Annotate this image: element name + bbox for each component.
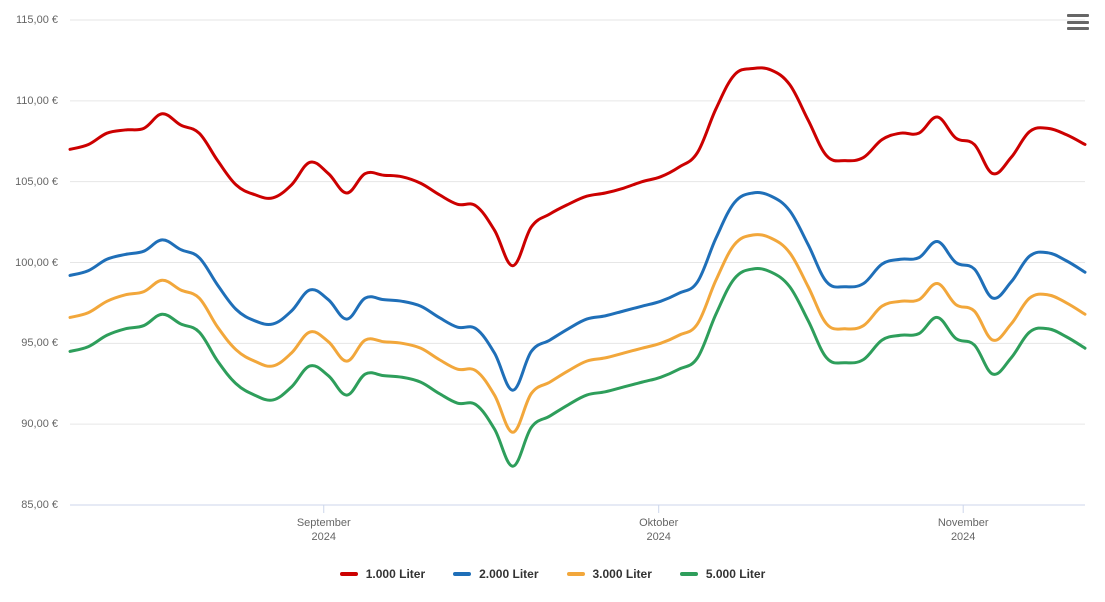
legend-item[interactable]: 3.000 Liter (567, 567, 652, 581)
legend-swatch (567, 572, 585, 576)
y-axis-tick-label: 100,00 € (0, 257, 58, 269)
y-axis-tick-label: 95,00 € (0, 337, 58, 349)
legend-swatch (680, 572, 698, 576)
legend-label: 5.000 Liter (706, 567, 765, 581)
legend-item[interactable]: 5.000 Liter (680, 567, 765, 581)
y-axis-tick-label: 115,00 € (0, 14, 58, 26)
legend-swatch (340, 572, 358, 576)
x-axis-tick-label: Oktober2024 (639, 517, 678, 543)
series-line (70, 235, 1085, 433)
price-chart: 85,00 € 90,00 € 95,00 € 100,00 € 105,00 € 110… (0, 0, 1105, 602)
y-axis-tick-label: 90,00 € (0, 418, 58, 430)
y-axis-tick-label: 105,00 € (0, 176, 58, 188)
x-axis-tick-label: September2024 (297, 517, 351, 543)
y-axis-tick-label: 85,00 € (0, 499, 58, 511)
series-line (70, 193, 1085, 391)
x-axis-tick-label: November2024 (938, 517, 989, 543)
legend-label: 2.000 Liter (479, 567, 538, 581)
y-axis-tick-label: 110,00 € (0, 95, 58, 107)
legend-item[interactable]: 2.000 Liter (453, 567, 538, 581)
series-line (70, 68, 1085, 266)
series-line (70, 269, 1085, 467)
legend-swatch (453, 572, 471, 576)
legend-item[interactable]: 1.000 Liter (340, 567, 425, 581)
legend-label: 3.000 Liter (593, 567, 652, 581)
chart-legend: 1.000 Liter 2.000 Liter 3.000 Liter 5.000 L… (0, 565, 1105, 581)
chart-plot-area (0, 0, 1105, 602)
legend-label: 1.000 Liter (366, 567, 425, 581)
